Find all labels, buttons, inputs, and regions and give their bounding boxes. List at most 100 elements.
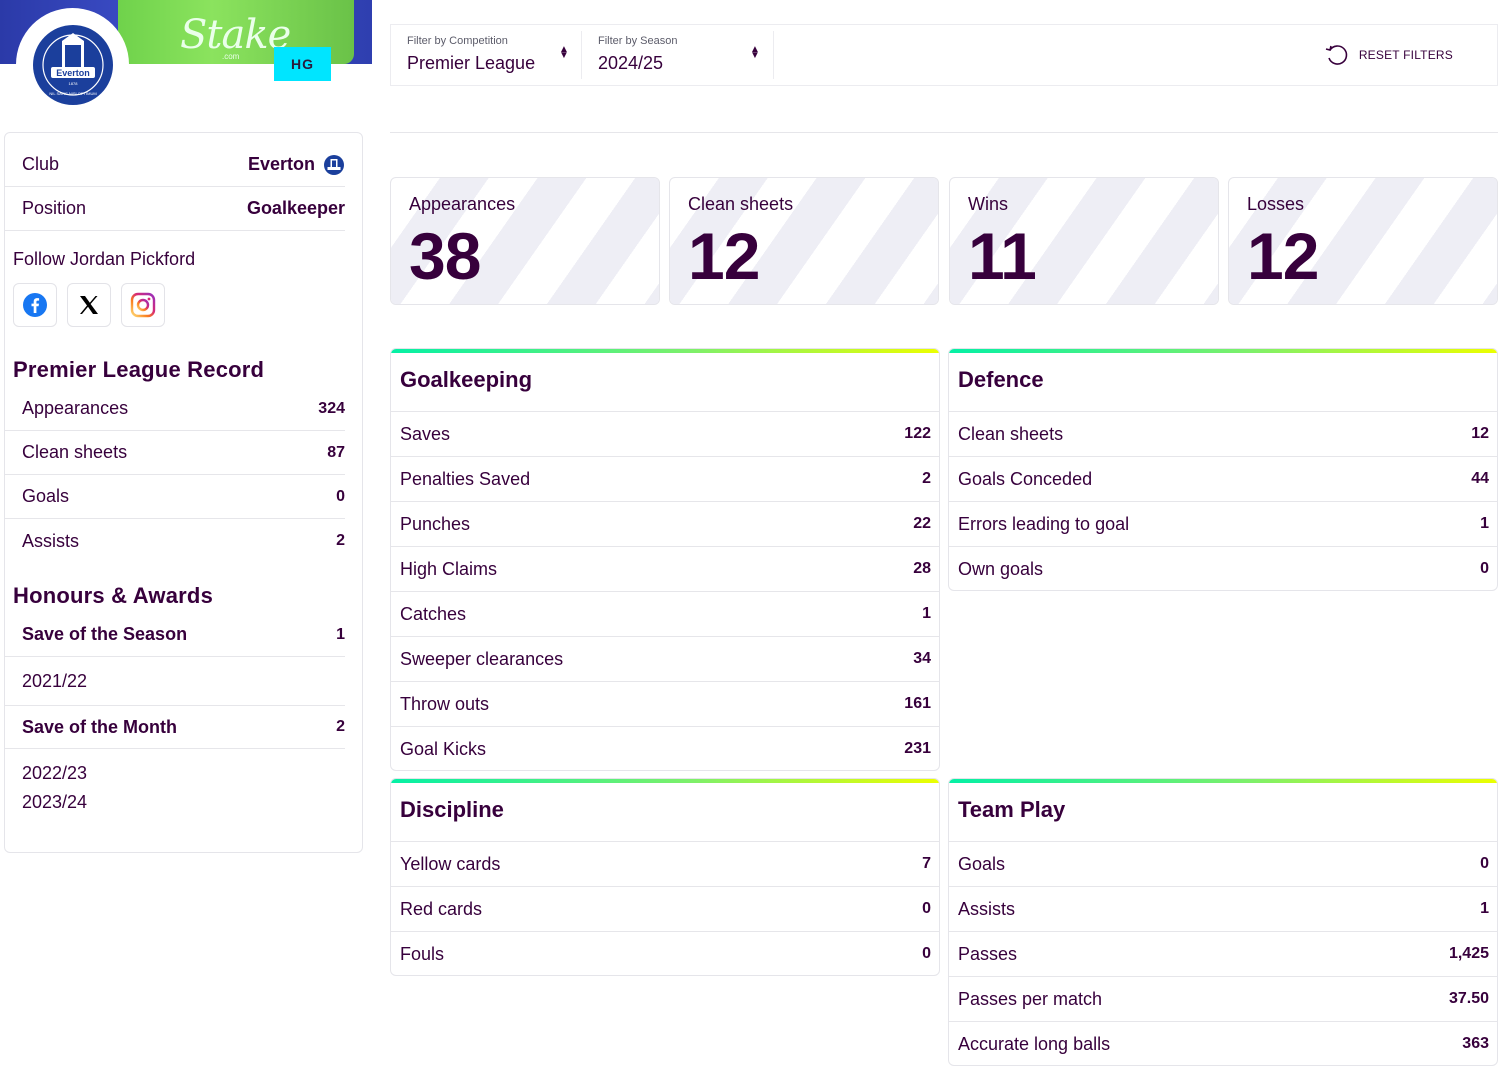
defence-title: Defence	[958, 367, 1044, 392]
reset-filters-label[interactable]: RESET FILTERS	[1358, 48, 1453, 62]
season-filter-value[interactable]: 2024/25	[598, 53, 664, 73]
crest-motto: NIL SATIS NISI OPTIMUM	[49, 91, 96, 96]
stat-row: Accurate long balls 363	[949, 1021, 1497, 1065]
position-label: Position	[22, 198, 87, 218]
position-row: Position Goalkeeper	[5, 187, 345, 231]
stat-card-label: Wins	[968, 194, 1008, 214]
competition-filter[interactable]: Filter by Competition Premier League ▲ ▼	[391, 25, 581, 85]
honours-title: Honours & Awards	[13, 583, 214, 608]
stat-label: Goals Conceded	[958, 468, 1093, 489]
competition-filter-value[interactable]: Premier League	[407, 53, 536, 73]
pl-record-row: Clean sheets 87	[5, 431, 345, 475]
stat-label: Passes	[958, 943, 1018, 964]
stat-label: Fouls	[400, 943, 445, 964]
stat-card-losses: Losses 12	[1228, 177, 1498, 305]
stat-row: Red cards 0	[391, 886, 939, 931]
club-label: Club	[22, 154, 60, 174]
pl-record-row: Appearances 324	[5, 387, 345, 431]
pl-record-label: Goals	[22, 486, 70, 506]
stat-value: 2	[922, 470, 931, 487]
stat-value: 363	[1462, 1035, 1489, 1052]
stat-value: 1,425	[1448, 945, 1489, 962]
season-filter[interactable]: Filter by Season 2024/25 ▲ ▼	[582, 25, 772, 85]
x-icon	[80, 296, 98, 314]
team-play-panel: Team Play Goals 0 Assists 1 Passes 1,425 Pa…	[948, 778, 1498, 1066]
award-row[interactable]: Save of the Season 1	[5, 613, 345, 657]
season-filter-label: Filter by Season	[598, 35, 678, 47]
pl-record-label: Assists	[22, 530, 80, 551]
stat-row: Clean sheets 12	[949, 411, 1497, 456]
stat-value: 1	[922, 605, 931, 622]
defence-panel: Defence Clean sheets 12 Goals Conceded 44 …	[948, 348, 1498, 591]
stat-value: 22	[913, 515, 931, 532]
stat-row: High Claims 28	[391, 546, 939, 591]
stat-value: 44	[1471, 470, 1489, 487]
select-arrows-icon: ▲ ▼	[750, 44, 760, 61]
team-play-title: Team Play	[958, 797, 1066, 822]
stat-label: Penalties Saved	[400, 468, 531, 489]
goalkeeping-panel: Goalkeeping Saves 1 22 Penalties Saved 2 Pu…	[390, 348, 940, 771]
stat-card-clean-sheets: Clean sheets 12	[669, 177, 939, 305]
award-count: 1	[336, 625, 345, 643]
stat-label: Goals	[958, 853, 1006, 874]
stat-label: Red cards	[400, 898, 483, 919]
stat-value: 0	[922, 945, 931, 962]
award-row[interactable]: Save of the Month 2	[5, 705, 345, 749]
everton-crest-icon: Everton 1878 NIL SATIS NISI OPTIMUM	[32, 24, 113, 105]
stat-value: 1	[1480, 900, 1489, 917]
sponsor-logo-sub: .com	[222, 52, 240, 61]
sponsor-logo: Stake	[180, 12, 291, 58]
stat-row: Errors leading to goal 1	[949, 501, 1497, 546]
pl-record-label: Clean sheets	[22, 442, 128, 462]
follow-text: Follow Jordan Pickford	[13, 249, 196, 269]
stat-row: Punches 22	[391, 501, 939, 546]
stat-label: Punches	[400, 513, 471, 534]
stat-label: Clean sheets	[958, 423, 1064, 444]
stat-row: Assists 1	[949, 886, 1497, 931]
club-value-wrap[interactable]: Everton	[248, 154, 345, 176]
award-label[interactable]: Save of the Month	[22, 716, 178, 737]
x-link[interactable]	[67, 283, 111, 327]
stat-value: 37.50	[1448, 990, 1489, 1007]
pl-record-value: 324	[318, 399, 345, 417]
award-season: 2021/22	[22, 671, 88, 691]
stat-row: Fouls 0	[391, 931, 939, 975]
award-count: 2	[336, 718, 345, 735]
stat-row: Throw outs 161	[391, 681, 939, 726]
position-value: Goalkeeper	[246, 198, 345, 218]
award-season: 2022/23	[22, 763, 88, 783]
instagram-icon	[130, 292, 156, 318]
stat-value: 1	[1480, 515, 1489, 532]
club-value[interactable]: Everton	[247, 154, 315, 174]
stat-value: 231	[904, 740, 931, 757]
stat-row: Own goals 0	[949, 546, 1497, 590]
stat-value: 28	[913, 560, 931, 577]
facebook-link[interactable]	[13, 283, 57, 327]
club-row: Club Everton	[5, 143, 345, 187]
social-links	[13, 283, 165, 327]
stat-label: Saves	[400, 423, 451, 444]
goalkeeping-title: Goalkeeping	[400, 367, 533, 392]
stat-card-label: Losses	[1247, 194, 1305, 214]
pl-record-row: Assists 2	[5, 519, 345, 563]
club-crest: Everton 1878 NIL SATIS NISI OPTIMUM	[16, 8, 129, 121]
reset-filters-button[interactable]: RESET FILTERS	[1323, 41, 1453, 69]
stat-label: Accurate long balls	[958, 1033, 1111, 1054]
award-label[interactable]: Save of the Season	[22, 624, 188, 644]
stat-label: Assists	[958, 898, 1016, 919]
stat-label: Goal Kicks	[400, 738, 487, 759]
stat-row: Goals Conceded 44	[949, 456, 1497, 501]
stat-label: Catches	[400, 603, 467, 624]
stat-label: Yellow cards	[400, 853, 501, 874]
pl-record-value: 2	[336, 532, 345, 549]
everton-small-crest-icon	[324, 154, 344, 175]
pl-record-label: Appearances	[22, 398, 129, 418]
stat-card-label: Appearances	[409, 194, 516, 214]
stat-card-value: 12	[688, 219, 760, 293]
instagram-link[interactable]	[121, 283, 165, 327]
stat-card-wins: Wins 11	[949, 177, 1219, 305]
discipline-title: Discipline	[400, 797, 504, 822]
stat-value: 12	[1471, 425, 1489, 442]
stat-label: High Claims	[400, 558, 498, 579]
pl-record-title: Premier League Record	[13, 357, 265, 382]
